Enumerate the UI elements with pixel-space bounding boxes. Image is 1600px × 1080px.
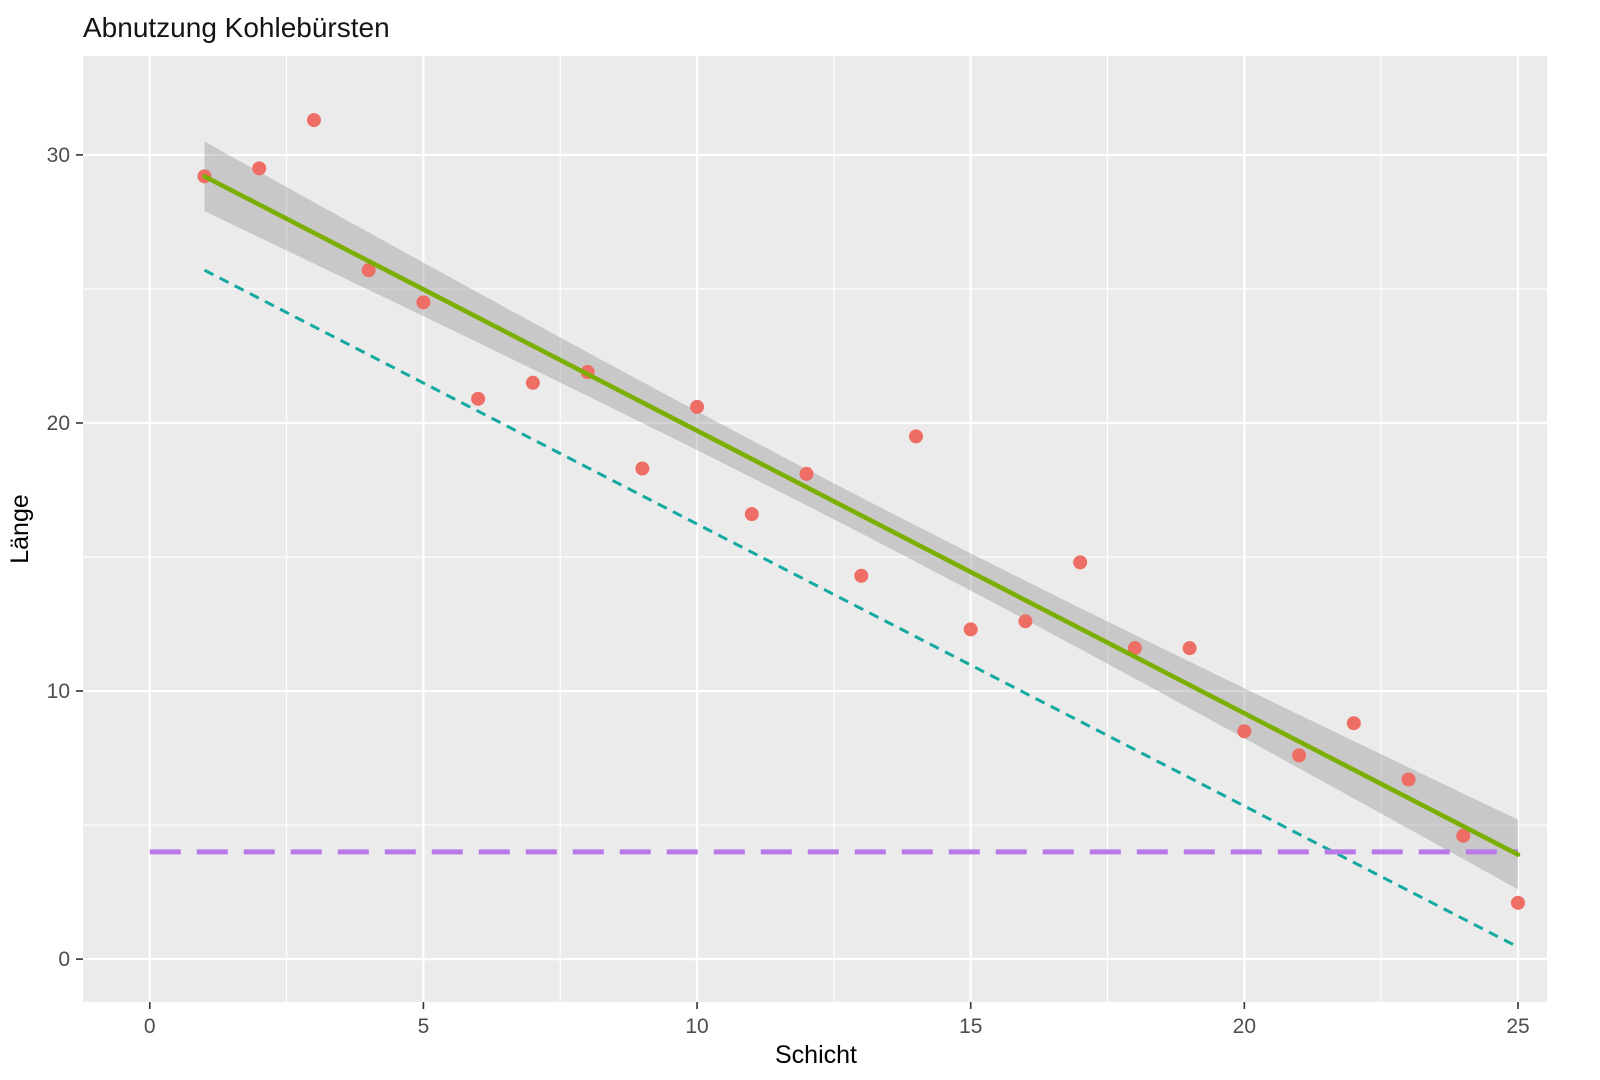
- y-tick-label: 20: [47, 412, 70, 435]
- chart-title: Abnutzung Kohlebürsten: [83, 12, 390, 43]
- y-axis-title: Länge: [6, 494, 34, 564]
- data-point: [306, 113, 321, 128]
- data-point: [1510, 895, 1525, 910]
- x-tick-label: 0: [144, 1015, 156, 1038]
- x-tick-label: 15: [959, 1015, 982, 1038]
- data-point: [525, 375, 540, 390]
- axes: 0 5 10 15 20 25 0 10 20 30: [47, 144, 1530, 1038]
- data-point: [1456, 828, 1471, 843]
- data-point: [1401, 772, 1416, 787]
- scatter-points: [197, 113, 1525, 910]
- y-tick-label: 30: [47, 144, 70, 167]
- data-point: [799, 466, 814, 481]
- data-point: [1127, 641, 1142, 656]
- x-tick-label: 25: [1506, 1015, 1529, 1038]
- lower-dashed-line: [203, 268, 1519, 949]
- x-axis-title: Schicht: [775, 1041, 857, 1069]
- data-point: [1073, 555, 1088, 570]
- plot-area: 0 5 10 15 20 25 0 10 20 30: [47, 56, 1547, 1038]
- data-point: [1018, 614, 1033, 629]
- x-tick-label: 20: [1233, 1015, 1256, 1038]
- data-point: [635, 461, 650, 476]
- data-point: [1292, 748, 1307, 763]
- data-point: [854, 568, 869, 583]
- data-point: [690, 399, 705, 414]
- data-point: [1237, 724, 1252, 739]
- plot-panel: [83, 56, 1547, 1002]
- data-point: [963, 622, 978, 637]
- y-tick-label: 10: [47, 680, 70, 703]
- x-tick-label: 10: [685, 1015, 708, 1038]
- grid-major: [83, 56, 1547, 1002]
- data-point: [908, 429, 923, 444]
- data-point: [361, 263, 376, 278]
- data-point: [416, 295, 431, 310]
- grid-minor: [83, 56, 1547, 1002]
- regression-line: [202, 174, 1521, 857]
- data-point: [1346, 716, 1361, 731]
- data-point: [1182, 641, 1197, 656]
- data-point: [252, 161, 267, 176]
- data-point: [744, 507, 759, 522]
- data-point: [471, 391, 486, 406]
- x-tick-label: 5: [418, 1015, 430, 1038]
- y-tick-label: 0: [58, 948, 70, 971]
